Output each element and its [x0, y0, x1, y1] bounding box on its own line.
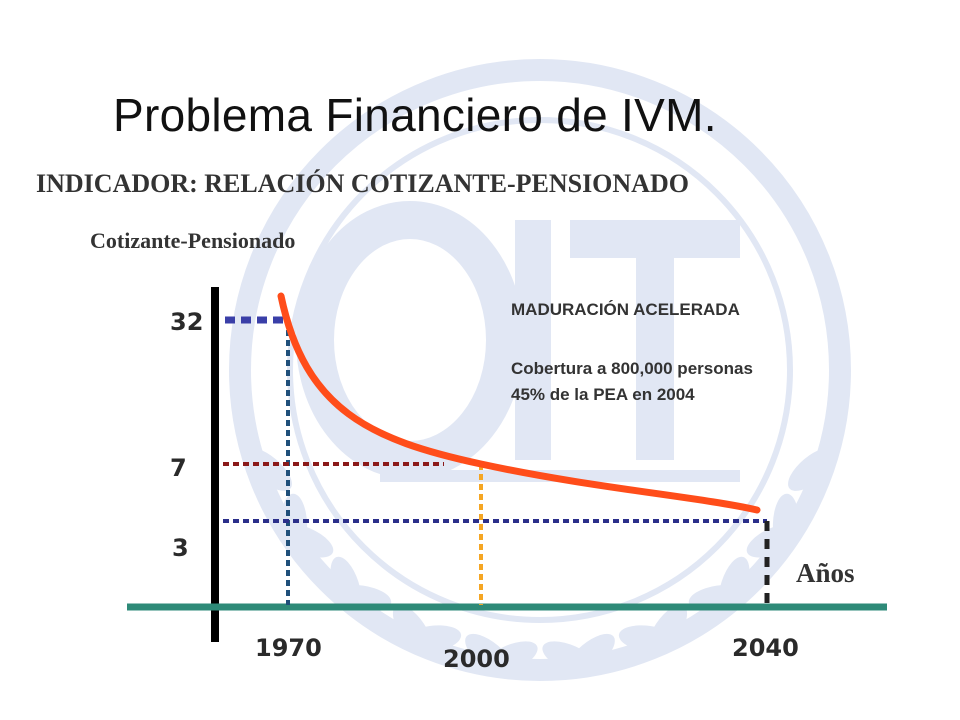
x-tick-label: 1970 — [255, 634, 322, 662]
y-tick-label: 7 — [170, 454, 187, 482]
y-axis-label: Cotizante-Pensionado — [90, 228, 296, 253]
watermark-leaf — [330, 556, 362, 615]
watermark-leaf — [243, 447, 292, 491]
annotation-coverage: Cobertura a 800,000 personas — [511, 359, 753, 378]
watermark-leaf — [465, 633, 515, 678]
watermark-letter-i — [515, 220, 551, 460]
watermark-letter-t-stem — [636, 220, 674, 460]
watermark-ring — [229, 59, 851, 681]
watermark-leaf — [772, 493, 799, 554]
y-tick-label: 32 — [170, 308, 203, 336]
x-tick-label: 2000 — [443, 645, 510, 673]
watermark-leaf — [281, 493, 308, 554]
x-tick-label: 2040 — [732, 634, 799, 662]
annotation-pea: 45% de la PEA en 2004 — [511, 385, 695, 404]
watermark-leaf — [788, 447, 837, 491]
indicator-subtitle: INDICADOR: RELACIÓN COTIZANTE-PENSIONADO — [36, 169, 689, 198]
watermark-leaf — [565, 633, 615, 678]
y-tick-label: 3 — [172, 534, 189, 562]
watermark-leaf — [718, 556, 750, 615]
annotation-heading: MADURACIÓN ACELERADA — [511, 300, 740, 319]
page-title: Problema Financiero de IVM. — [113, 89, 717, 141]
x-axis-label: Años — [796, 558, 855, 588]
watermark-leaf — [392, 604, 433, 657]
series-line — [277, 292, 761, 514]
watermark-leaf — [647, 604, 688, 657]
watermark-letter-o — [296, 201, 524, 479]
